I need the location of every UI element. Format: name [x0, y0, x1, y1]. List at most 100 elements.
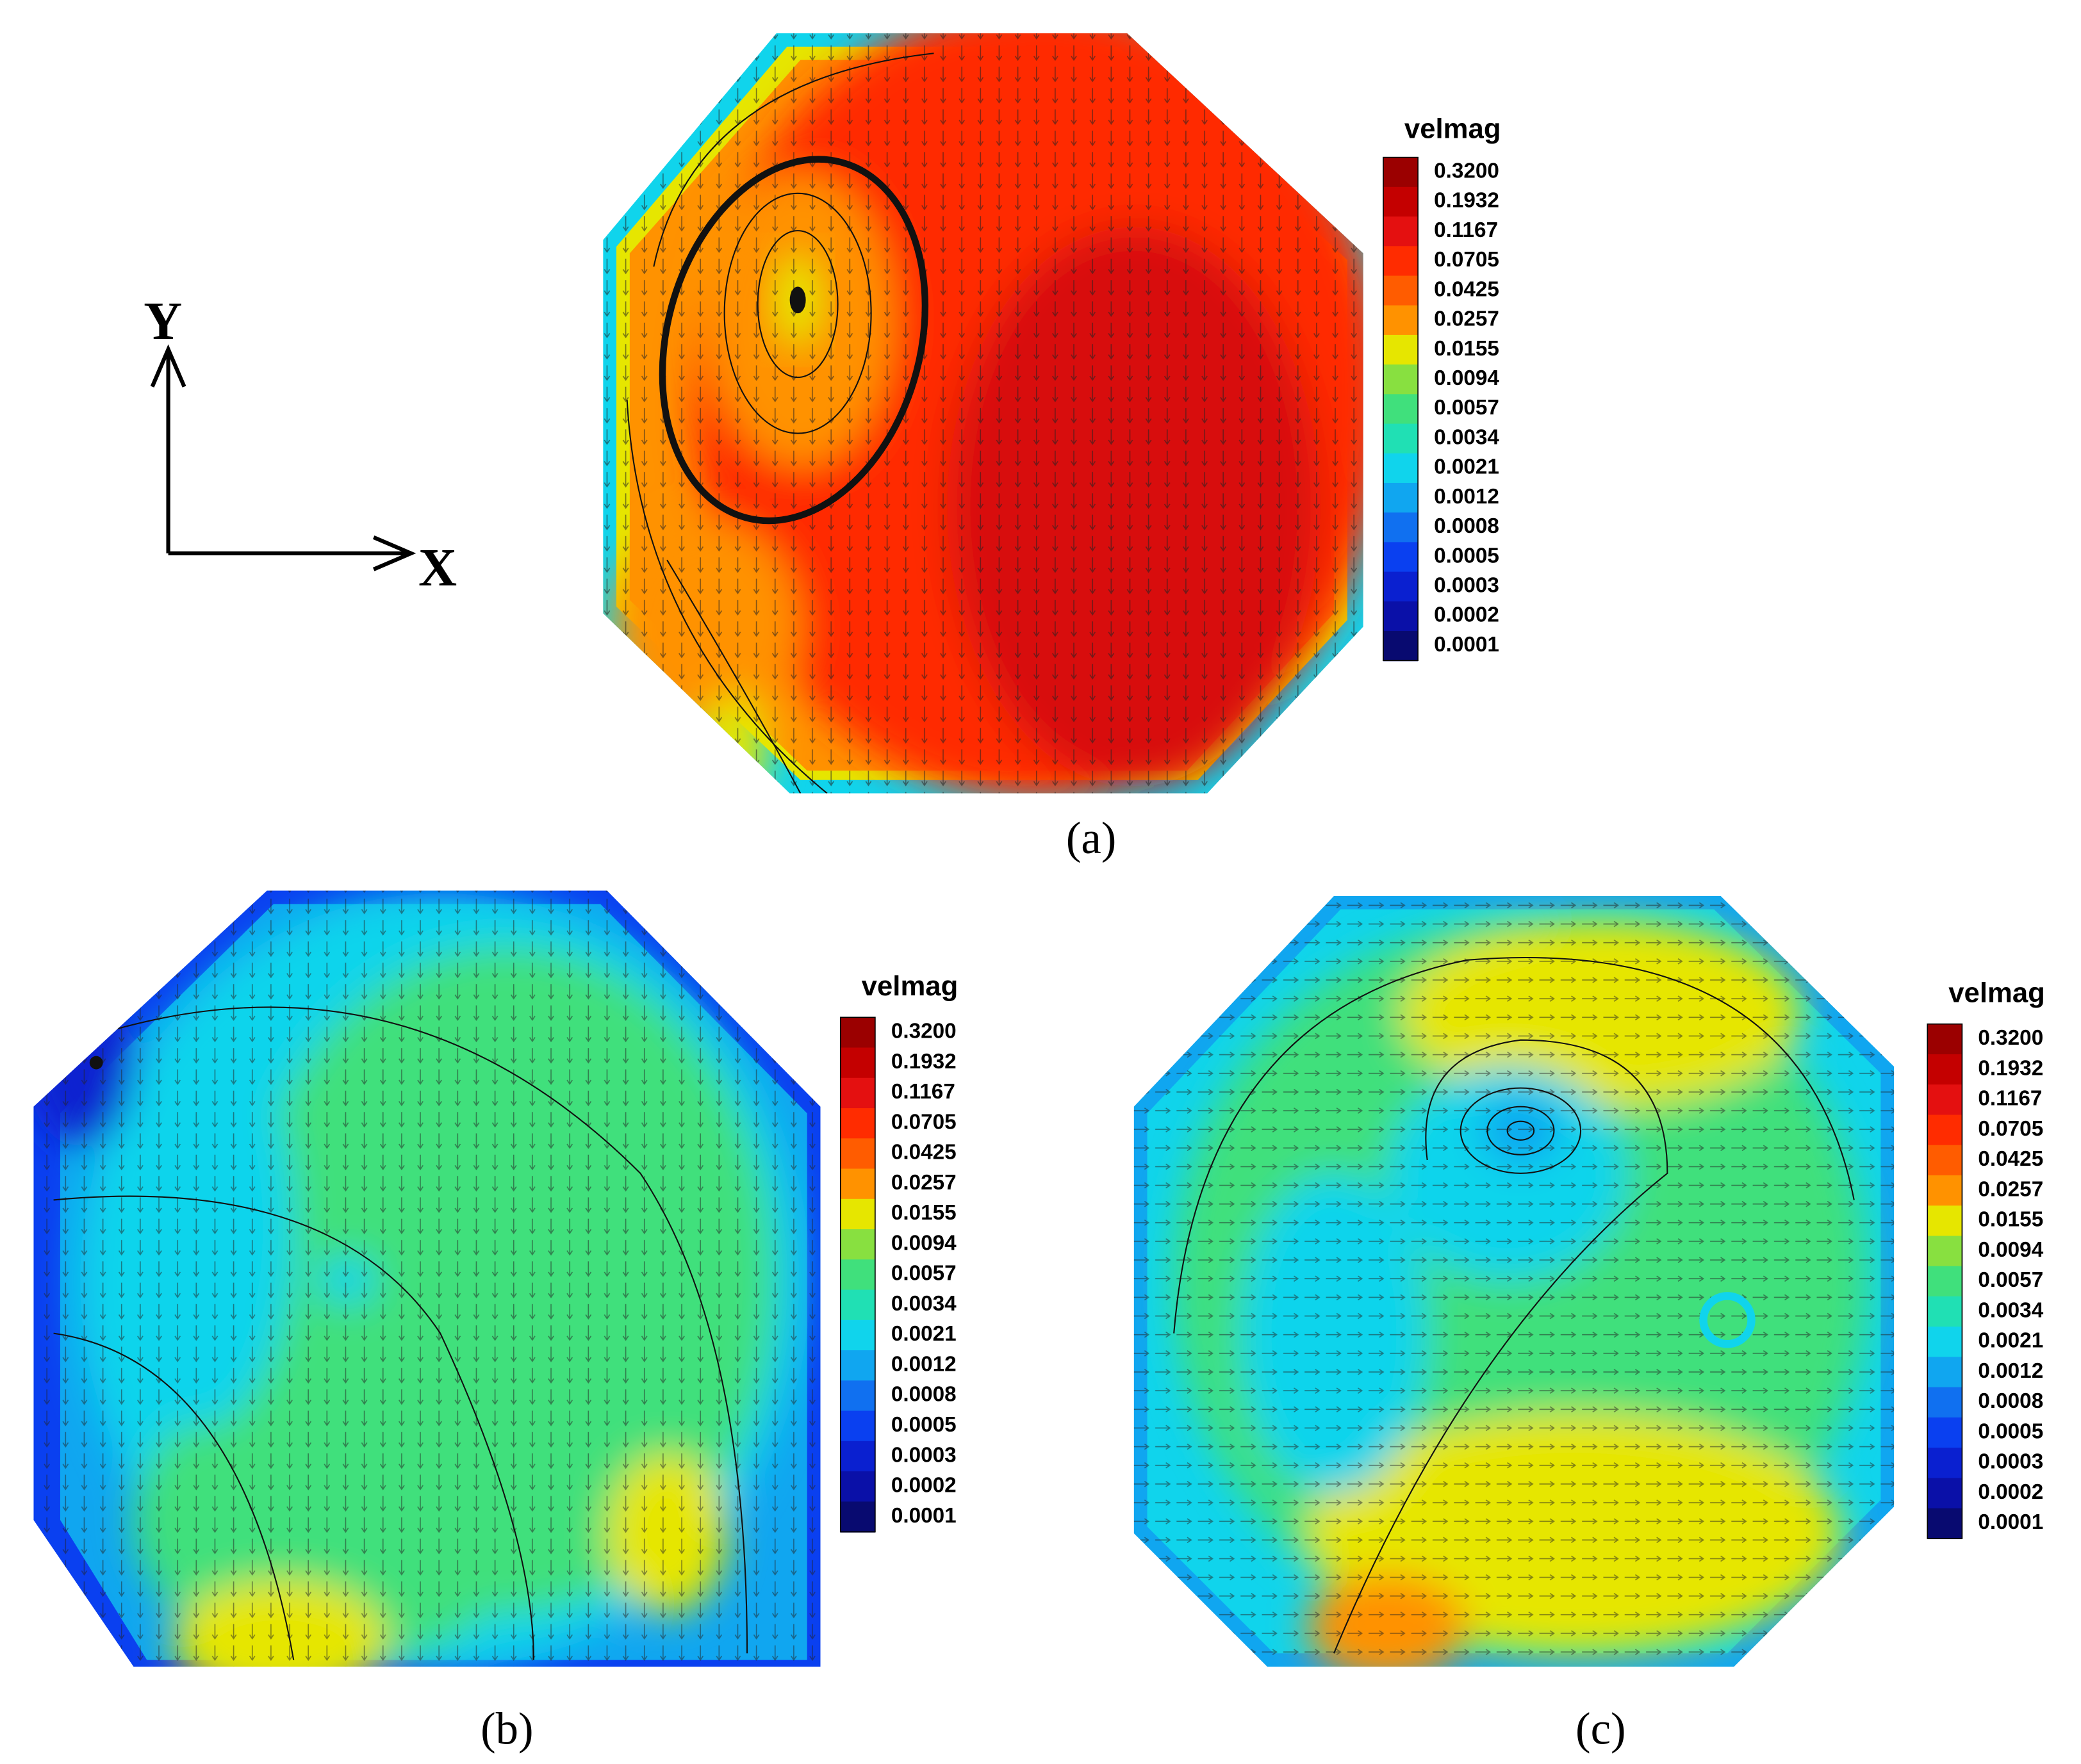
contour-field: [1133, 895, 1895, 1667]
legend-level: 0.0012: [891, 1352, 957, 1376]
legend-title: velmag: [1948, 977, 2045, 1008]
legend-level: 0.0057: [1434, 396, 1499, 420]
legend-swatch: [1927, 1478, 1962, 1509]
legend-level: 0.0094: [1978, 1238, 2043, 1262]
legend-level: 0.0005: [1434, 544, 1499, 568]
legend-level: 0.0005: [891, 1413, 957, 1437]
legend-level: 0.1167: [1978, 1087, 2042, 1111]
legend-level: 0.0425: [891, 1141, 957, 1164]
legend-swatch: [840, 1289, 875, 1321]
legend-swatch: [1927, 1175, 1962, 1207]
legend-swatch: [1927, 1448, 1962, 1479]
legend-level: 0.0705: [1434, 248, 1499, 272]
legend-swatch: [840, 1108, 875, 1139]
legend-swatch: [840, 1501, 875, 1533]
legend-level: 0.0425: [1434, 277, 1499, 301]
legend-level: 0.0001: [891, 1504, 957, 1528]
legend-swatch: [1383, 571, 1419, 602]
legend-swatch: [1383, 453, 1419, 484]
legend-title: velmag: [1404, 113, 1501, 145]
panel-label: (c): [1575, 1704, 1626, 1754]
legend-swatch: [840, 1017, 875, 1049]
legend-level: 0.0021: [1434, 455, 1499, 479]
legend-level: 0.0057: [1978, 1268, 2043, 1292]
legend-swatch: [840, 1259, 875, 1291]
legend-level: 0.0021: [1978, 1329, 2043, 1353]
legend-level: 0.0008: [1978, 1389, 2043, 1413]
legend-swatch: [1383, 601, 1419, 632]
legend-swatch: [1383, 216, 1419, 247]
legend-swatch: [840, 1350, 875, 1382]
legend-level: 0.0003: [1434, 574, 1499, 598]
legend-swatch: [840, 1138, 875, 1170]
legend-swatch: [1927, 1266, 1962, 1298]
legend-level: 0.0425: [1978, 1147, 2043, 1171]
legend-level: 0.0034: [891, 1292, 957, 1316]
legend-swatch: [1383, 275, 1419, 306]
legend-level: 0.3200: [891, 1020, 957, 1043]
legend-level: 0.0012: [1434, 485, 1499, 509]
legend-level: 0.0155: [1434, 337, 1499, 361]
legends: velmag 0.3200 0.1932 0.1167 0.0705 0.0425 0.02…: [839, 113, 2045, 1540]
legend-swatch: [1927, 1115, 1962, 1146]
legend-swatch: [840, 1441, 875, 1473]
legend-level: 0.0003: [891, 1443, 957, 1467]
legend-swatch: [1927, 1296, 1962, 1328]
legend-level: 0.0001: [1978, 1510, 2043, 1534]
legend-level: 0.0034: [1434, 425, 1499, 449]
legend-swatch: [840, 1410, 875, 1442]
legend-level: 0.3200: [1978, 1026, 2043, 1050]
legend-swatch: [1927, 1205, 1962, 1237]
legend-level: 0.0005: [1978, 1419, 2043, 1443]
legend-swatch: [1383, 482, 1419, 514]
legend-swatch: [1927, 1084, 1962, 1116]
legend-level: 0.3200: [1434, 159, 1499, 183]
legend-swatch: [1383, 334, 1419, 366]
legend-level: 0.0705: [891, 1110, 957, 1134]
legend-title: velmag: [862, 970, 958, 1002]
legend-level: 0.0094: [1434, 366, 1499, 390]
axis-indicator: Y X: [144, 292, 457, 598]
legend-level: 0.0257: [1978, 1177, 2043, 1201]
legend-level: 0.0002: [1434, 603, 1499, 627]
panel-label: (b): [481, 1704, 534, 1754]
legend-level: 0.0002: [891, 1474, 957, 1498]
legend-swatch: [840, 1471, 875, 1503]
legend-swatch: [1927, 1508, 1962, 1540]
panel-label: (a): [1066, 813, 1117, 863]
legend-frame: [1383, 156, 1419, 662]
legend-swatch: [1927, 1417, 1962, 1449]
legend-level: 0.0003: [1978, 1450, 2043, 1474]
legend-swatch: [840, 1229, 875, 1261]
legend-swatch: [1383, 542, 1419, 573]
legend-swatch: [1927, 1024, 1962, 1055]
legend-swatch: [840, 1077, 875, 1109]
legend-swatch: [840, 1168, 875, 1200]
legend-level: 0.1932: [1978, 1056, 2043, 1080]
legend-level: 0.0012: [1978, 1359, 2043, 1383]
legend-swatch: [840, 1380, 875, 1412]
y-axis-label: Y: [144, 292, 182, 351]
legend-swatch: [1383, 631, 1419, 662]
legend-swatch: [840, 1047, 875, 1079]
legend-swatch: [1927, 1327, 1962, 1358]
legend-level: 0.1167: [891, 1080, 955, 1104]
legend-level: 0.0057: [891, 1262, 957, 1286]
legend-swatch: [1927, 1145, 1962, 1176]
legend-swatch: [1927, 1357, 1962, 1388]
legend-level: 0.1167: [1434, 218, 1498, 242]
legend-swatch: [1927, 1236, 1962, 1267]
legend-swatch: [1383, 157, 1419, 188]
legend-level: 0.0001: [1434, 633, 1499, 657]
legend-swatch: [840, 1198, 875, 1230]
legend-level: 0.1932: [1434, 189, 1499, 213]
contour-field: [603, 33, 1363, 794]
legend-swatch: [1383, 305, 1419, 336]
legend-swatch: [1383, 512, 1419, 543]
legend-level: 0.0257: [891, 1171, 957, 1195]
legend-swatch: [1383, 364, 1419, 395]
legend-swatch: [1927, 1054, 1962, 1086]
legend-swatch: [1927, 1387, 1962, 1419]
legend-level: 0.1932: [891, 1050, 957, 1074]
